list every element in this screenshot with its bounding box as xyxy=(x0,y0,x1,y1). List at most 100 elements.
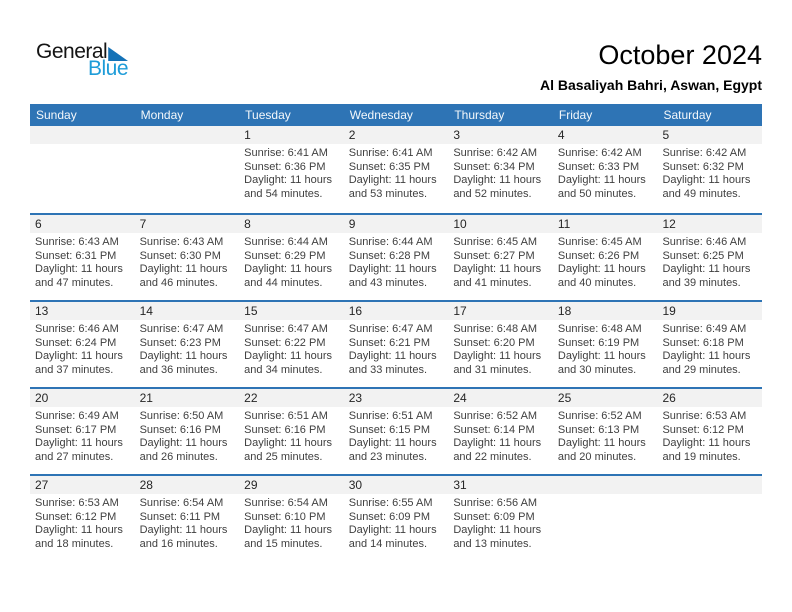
day-info-line: Sunset: 6:21 PM xyxy=(348,336,431,349)
day-info-line: Sunset: 6:16 PM xyxy=(244,423,326,436)
day-info-line: Daylight: 11 hours xyxy=(35,437,123,450)
day-number: 17 xyxy=(448,302,553,320)
day-info-line: Daylight: 11 hours xyxy=(35,524,123,537)
day-number: 20 xyxy=(30,389,135,407)
day-info-line: Sunrise: 6:42 AM xyxy=(453,147,538,159)
day-number: 24 xyxy=(448,389,553,407)
calendar-day-cell: 28 Sunrise: 6:54 AM Sunset: 6:11 PM Dayligh… xyxy=(134,476,240,561)
day-info-line: Sunset: 6:19 PM xyxy=(557,336,640,349)
week-row: 6 Sunrise: 6:43 AM Sunset: 6:31 PM Daylight… xyxy=(30,213,763,300)
day-info: Sunrise: 6:45 AM Sunset: 6:27 PM Daylight:… xyxy=(448,233,553,290)
day-number: 27 xyxy=(30,476,135,494)
calendar-empty-cell xyxy=(134,126,240,213)
day-info: Sunrise: 6:47 AM Sunset: 6:22 PM Daylight:… xyxy=(239,320,344,377)
day-info-line: Daylight: 11 hours xyxy=(453,350,542,363)
day-number: 5 xyxy=(657,126,763,144)
day-info xyxy=(135,144,240,147)
logo-triangle-icon xyxy=(108,47,128,61)
calendar-day-cell: 10 Sunrise: 6:45 AM Sunset: 6:27 PM Dayligh… xyxy=(448,215,553,300)
calendar-day-cell: 24 Sunrise: 6:52 AM Sunset: 6:14 PM Dayligh… xyxy=(448,389,553,474)
day-number: 18 xyxy=(552,302,658,320)
day-number: 14 xyxy=(134,302,240,320)
day-info-line: Daylight: 11 hours xyxy=(662,350,751,363)
day-info-line: and 52 minutes. xyxy=(453,187,532,200)
day-info-line: and 44 minutes. xyxy=(244,276,323,289)
day-info: Sunrise: 6:43 AM Sunset: 6:30 PM Daylight:… xyxy=(135,233,240,290)
day-info-line: Daylight: 11 hours xyxy=(557,350,646,363)
day-info: Sunrise: 6:47 AM Sunset: 6:23 PM Daylight:… xyxy=(135,320,240,377)
calendar-day-cell: 25 Sunrise: 6:52 AM Sunset: 6:13 PM Dayligh… xyxy=(552,389,658,474)
day-info-line: Sunset: 6:12 PM xyxy=(35,510,117,523)
calendar-grid: Sunday Monday Tuesday Wednesday Thursday Frid… xyxy=(30,104,763,561)
day-info-line: Sunrise: 6:44 AM xyxy=(244,236,328,248)
day-info-line: and 23 minutes. xyxy=(348,450,428,463)
day-info-line: Sunrise: 6:56 AM xyxy=(453,497,538,509)
day-info-line: and 27 minutes. xyxy=(35,450,114,463)
day-number: 26 xyxy=(657,389,763,407)
logo-text-general: General xyxy=(36,40,108,63)
day-info-line: Sunset: 6:29 PM xyxy=(244,249,326,262)
day-info-line: and 50 minutes. xyxy=(557,187,637,200)
calendar-day-cell: 31 Sunrise: 6:56 AM Sunset: 6:09 PM Dayligh… xyxy=(448,476,553,561)
calendar-day-cell: 2 Sunrise: 6:41 AM Sunset: 6:35 PM Daylight… xyxy=(343,126,449,213)
day-info xyxy=(657,494,762,497)
day-info: Sunrise: 6:41 AM Sunset: 6:35 PM Daylight:… xyxy=(344,144,449,201)
day-number: 4 xyxy=(552,126,658,144)
logo-line1: General xyxy=(36,40,128,63)
day-info-line: and 13 minutes. xyxy=(453,537,532,550)
day-info: Sunrise: 6:43 AM Sunset: 6:31 PM Daylight:… xyxy=(30,233,135,290)
day-info-line: Sunrise: 6:44 AM xyxy=(348,236,433,248)
calendar-day-cell: 6 Sunrise: 6:43 AM Sunset: 6:31 PM Daylight… xyxy=(30,215,135,300)
day-info-line: Sunset: 6:20 PM xyxy=(453,336,535,349)
day-info: Sunrise: 6:44 AM Sunset: 6:29 PM Daylight:… xyxy=(239,233,344,290)
day-info-line: Sunset: 6:12 PM xyxy=(662,423,744,436)
day-number: 15 xyxy=(239,302,344,320)
day-info-line: Daylight: 11 hours xyxy=(453,524,542,537)
day-info-line: Daylight: 11 hours xyxy=(244,350,333,363)
calendar-day-cell: 15 Sunrise: 6:47 AM Sunset: 6:22 PM Dayligh… xyxy=(239,302,344,387)
day-number: 21 xyxy=(134,389,240,407)
day-number: 10 xyxy=(448,215,553,233)
day-info-line: Sunrise: 6:53 AM xyxy=(662,410,747,422)
day-info-line: Sunset: 6:36 PM xyxy=(244,160,326,173)
day-number: 30 xyxy=(343,476,449,494)
day-info: Sunrise: 6:46 AM Sunset: 6:24 PM Daylight:… xyxy=(30,320,135,377)
day-info-line: Sunset: 6:22 PM xyxy=(244,336,326,349)
day-info-line: Daylight: 11 hours xyxy=(557,437,646,450)
day-header-row: Sunday Monday Tuesday Wednesday Thursday Frid… xyxy=(30,104,762,126)
day-number xyxy=(552,476,658,494)
day-info-line: Daylight: 11 hours xyxy=(662,263,751,276)
day-info-line: Daylight: 11 hours xyxy=(139,524,228,537)
day-info-line: Sunset: 6:11 PM xyxy=(139,510,221,523)
day-info-line: and 49 minutes. xyxy=(662,187,741,200)
day-info-line: Daylight: 11 hours xyxy=(244,263,333,276)
day-info-line: and 34 minutes. xyxy=(244,363,323,376)
day-info-line: and 47 minutes. xyxy=(35,276,114,289)
day-info-line: Sunset: 6:31 PM xyxy=(35,249,117,262)
day-info-line: Sunset: 6:26 PM xyxy=(557,249,640,262)
day-info-line: Sunrise: 6:43 AM xyxy=(35,236,119,248)
day-info: Sunrise: 6:45 AM Sunset: 6:26 PM Daylight:… xyxy=(553,233,658,290)
day-info-line: Sunrise: 6:48 AM xyxy=(557,323,642,335)
day-info-line: and 29 minutes. xyxy=(662,363,741,376)
day-number: 19 xyxy=(657,302,763,320)
day-number: 22 xyxy=(239,389,344,407)
day-info-line: Sunset: 6:32 PM xyxy=(662,160,744,173)
day-number xyxy=(134,126,240,144)
day-info-line: Sunrise: 6:48 AM xyxy=(453,323,538,335)
day-info-line: Sunset: 6:30 PM xyxy=(139,249,221,262)
day-info: Sunrise: 6:52 AM Sunset: 6:13 PM Daylight:… xyxy=(553,407,658,464)
day-info-line: Daylight: 11 hours xyxy=(453,263,542,276)
day-info-line: and 33 minutes. xyxy=(348,363,428,376)
day-info-line: Sunset: 6:16 PM xyxy=(139,423,221,436)
day-info-line: Daylight: 11 hours xyxy=(557,263,646,276)
day-info-line: Sunrise: 6:49 AM xyxy=(662,323,747,335)
calendar-day-cell: 27 Sunrise: 6:53 AM Sunset: 6:12 PM Dayligh… xyxy=(30,476,135,561)
day-info-line: Daylight: 11 hours xyxy=(453,174,542,187)
calendar-day-cell: 23 Sunrise: 6:51 AM Sunset: 6:15 PM Dayligh… xyxy=(343,389,449,474)
day-number: 6 xyxy=(30,215,135,233)
day-info xyxy=(553,494,658,497)
location-subtitle: Al Basaliyah Bahri, Aswan, Egypt xyxy=(540,77,762,93)
calendar-day-cell: 9 Sunrise: 6:44 AM Sunset: 6:28 PM Daylight… xyxy=(343,215,449,300)
